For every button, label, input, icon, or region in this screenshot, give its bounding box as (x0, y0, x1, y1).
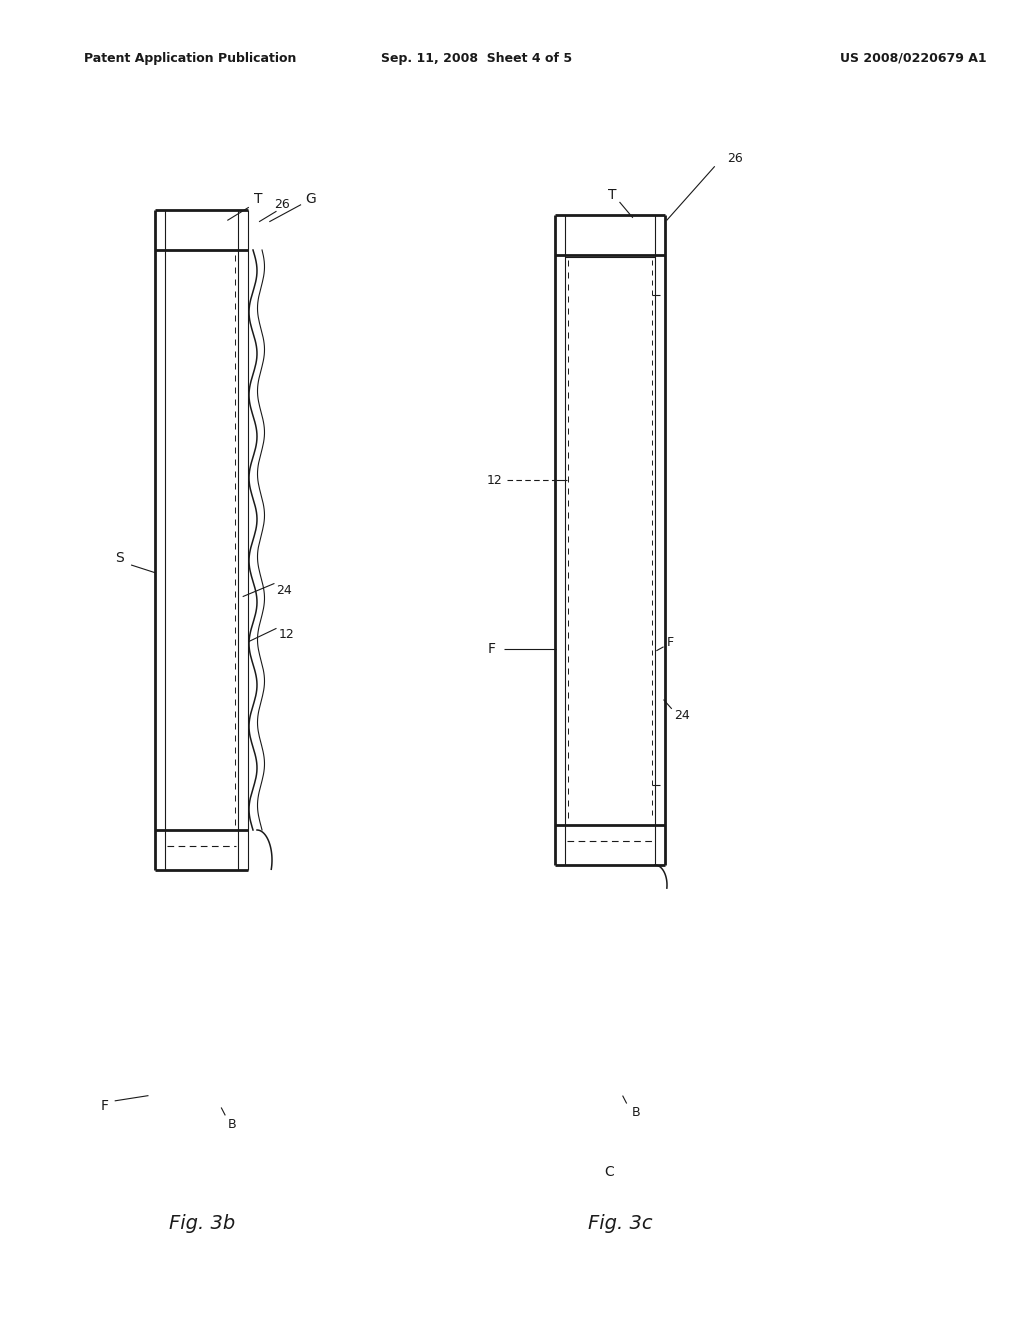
Text: Sep. 11, 2008  Sheet 4 of 5: Sep. 11, 2008 Sheet 4 of 5 (381, 51, 571, 65)
Text: G: G (305, 193, 315, 206)
Text: T: T (608, 189, 616, 202)
Text: C: C (604, 1166, 614, 1179)
Text: 24: 24 (674, 709, 689, 722)
Text: T: T (254, 193, 262, 206)
Text: Fig. 3b: Fig. 3b (169, 1214, 236, 1233)
Text: F: F (667, 636, 674, 649)
Text: US 2008/0220679 A1: US 2008/0220679 A1 (840, 51, 986, 65)
Text: B: B (632, 1106, 640, 1119)
Text: Patent Application Publication: Patent Application Publication (84, 51, 296, 65)
Text: 26: 26 (727, 152, 742, 165)
Text: 26: 26 (274, 198, 290, 211)
Text: 12: 12 (486, 474, 502, 487)
Text: F: F (487, 643, 496, 656)
Text: S: S (115, 552, 124, 565)
Text: Fig. 3c: Fig. 3c (588, 1214, 652, 1233)
Text: B: B (227, 1118, 236, 1131)
Text: F: F (100, 1100, 109, 1113)
Text: 24: 24 (276, 583, 292, 597)
Text: 12: 12 (279, 628, 294, 642)
